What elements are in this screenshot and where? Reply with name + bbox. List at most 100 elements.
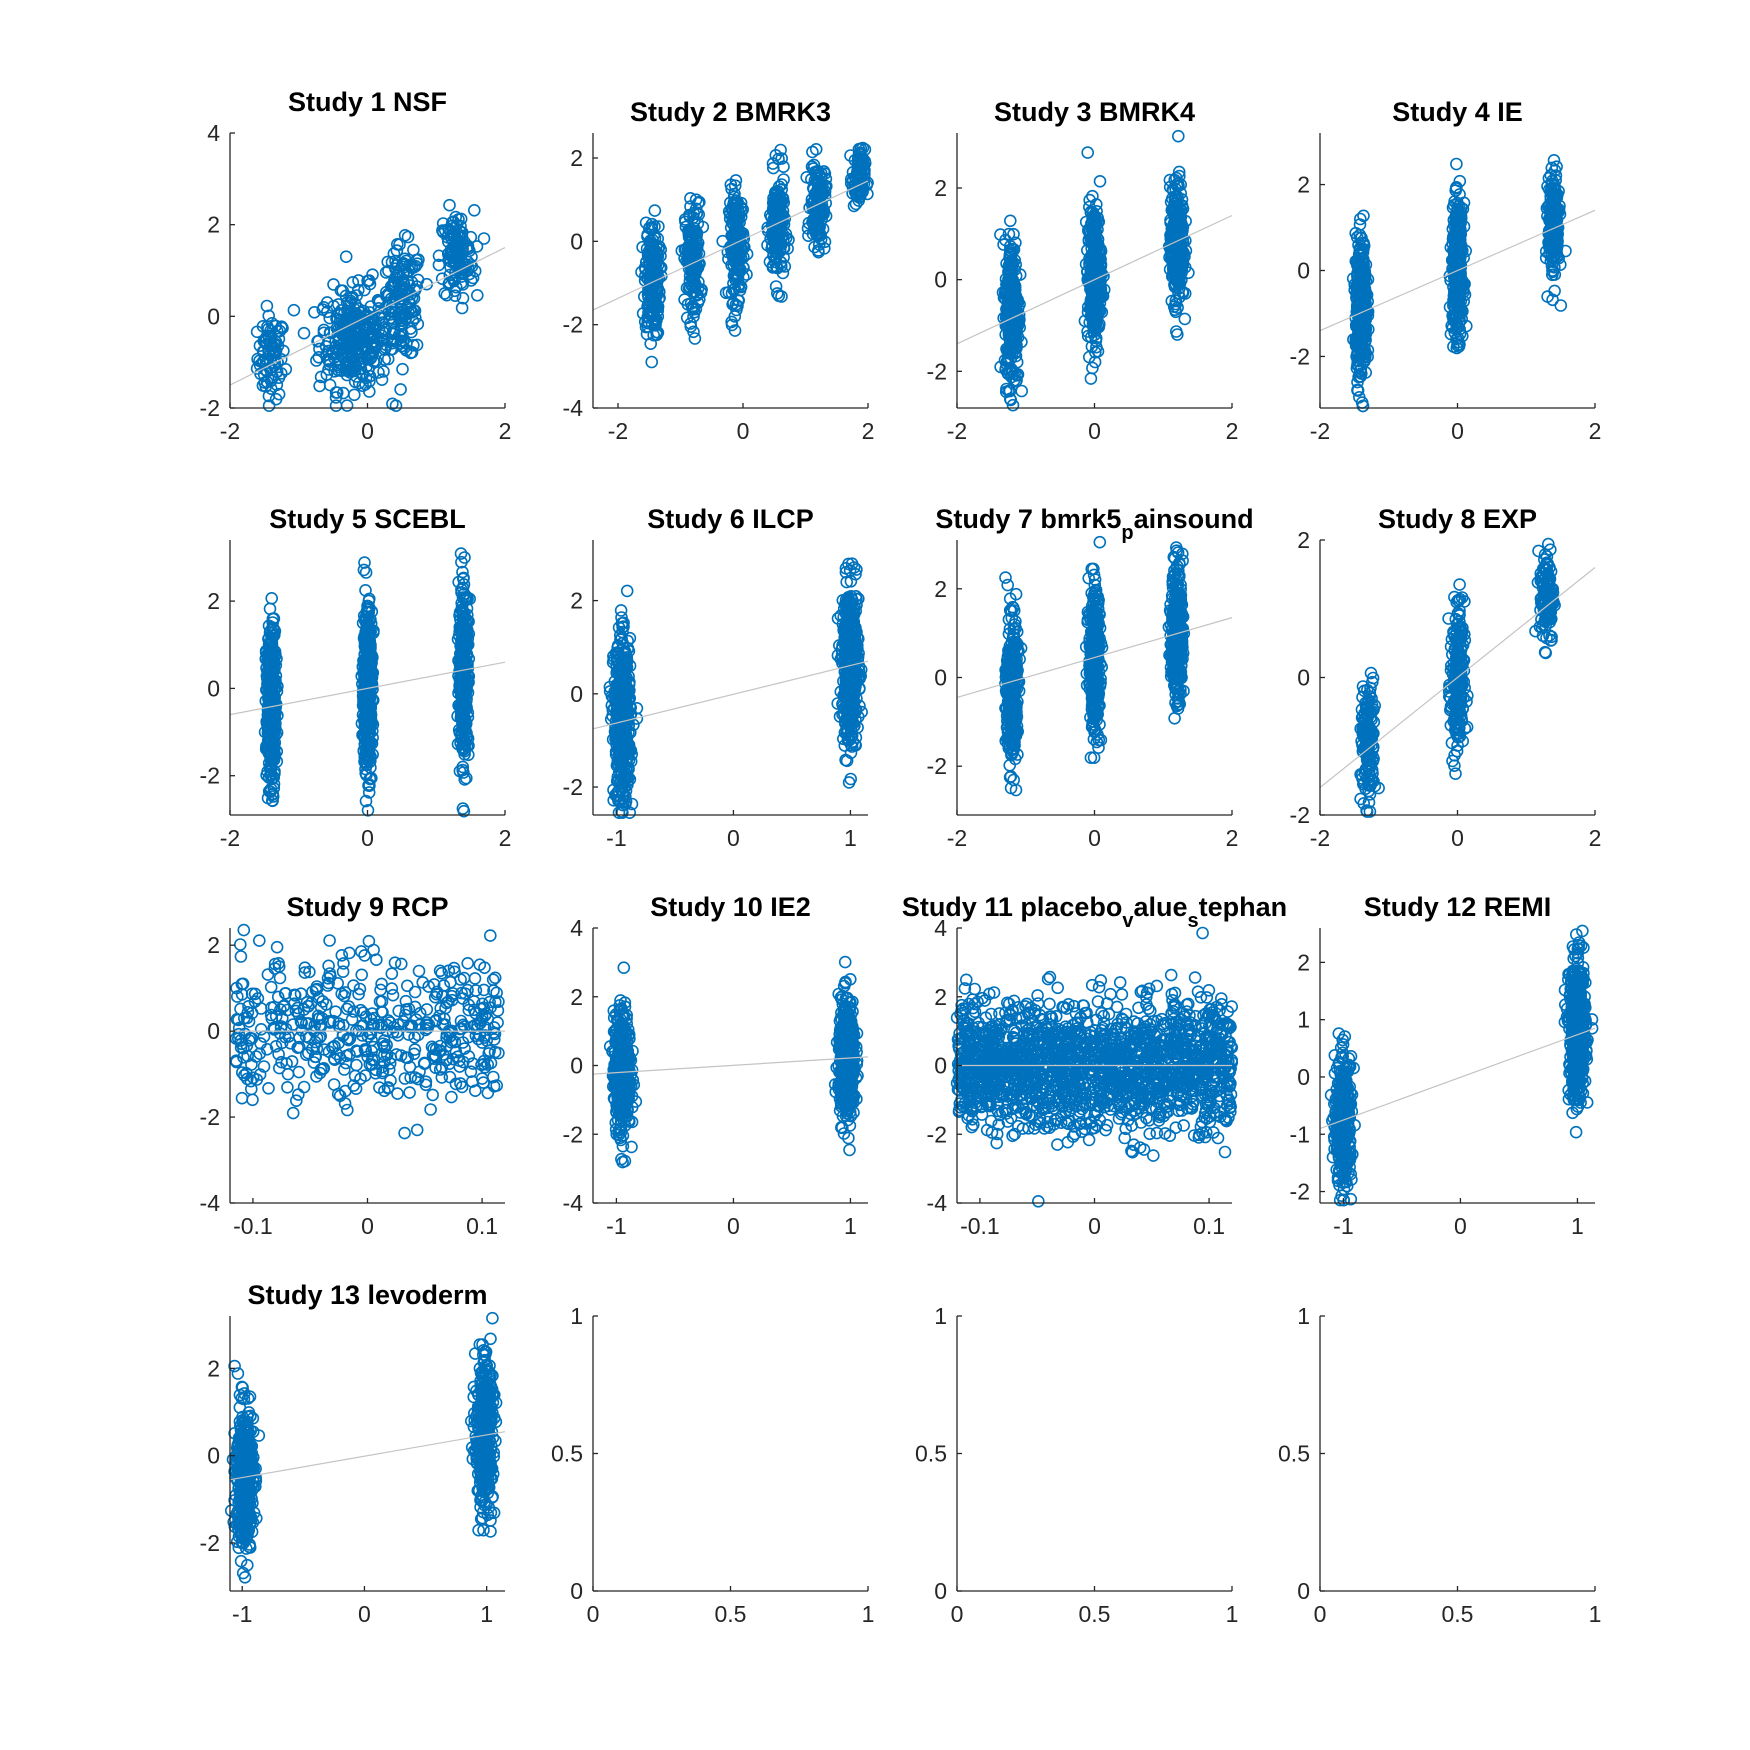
data-point: [809, 143, 823, 156]
y-tick-label: 2: [207, 588, 220, 614]
y-tick-label: 2: [934, 175, 947, 201]
data-point: [1351, 384, 1364, 397]
x-tick-label: 0: [361, 825, 374, 851]
data-point: [257, 354, 270, 368]
data-point: [287, 303, 301, 317]
title-segment: Study 2 BMRK3: [630, 97, 831, 127]
y-tick-label: 2: [570, 145, 583, 171]
data-point: [253, 354, 266, 368]
data-point: [260, 299, 274, 313]
y-tick-label: 0: [207, 303, 220, 329]
data-point: [648, 204, 662, 217]
data-point: [806, 145, 819, 159]
data-point: [470, 288, 484, 302]
subplot-title: Study 5 SCEBL: [269, 504, 466, 534]
data-point: [270, 365, 284, 379]
y-tick-label: 0: [1297, 258, 1310, 284]
data-point: [1003, 214, 1017, 228]
x-tick-label: 2: [499, 418, 512, 444]
scatter-points: [603, 557, 868, 820]
x-tick-label: -2: [608, 418, 628, 444]
data-point: [467, 204, 481, 217]
data-point: [389, 399, 403, 413]
data-point: [407, 243, 420, 257]
data-point: [272, 371, 286, 385]
data-point: [347, 388, 361, 402]
data-point: [250, 325, 264, 339]
x-tick-label: 0: [737, 418, 750, 444]
subplot-title: Study 1 NSF: [288, 87, 447, 117]
scatter-points: [250, 198, 491, 413]
y-tick-label: -2: [200, 395, 220, 421]
data-point: [1547, 154, 1561, 167]
data-point: [314, 370, 328, 384]
data-point: [329, 391, 343, 404]
subplot-title: Study 2 BMRK3: [630, 97, 831, 127]
data-point: [274, 352, 288, 366]
title-segment: Study 5 SCEBL: [269, 504, 466, 534]
scatter-points: [258, 547, 477, 818]
y-tick-label: 0: [570, 228, 583, 254]
data-point: [614, 604, 628, 617]
data-point: [297, 326, 311, 340]
data-point: [620, 584, 634, 598]
x-tick-label: -2: [947, 418, 967, 444]
data-point: [340, 399, 354, 412]
data-point: [1084, 372, 1098, 385]
data-point: [266, 339, 280, 353]
y-tick-label: 0: [934, 267, 947, 293]
data-point: [261, 320, 274, 334]
data-point: [270, 378, 284, 392]
data-point: [396, 362, 409, 376]
subplot-4: -2 0 2 -2 0 2 Study 4 IE: [1290, 97, 1602, 444]
x-tick-label: 2: [1226, 418, 1239, 444]
title-segment: Study 4 IE: [1392, 97, 1523, 127]
data-point: [1081, 146, 1094, 159]
y-tick-label: 4: [207, 120, 220, 146]
title-segment: Study 3 BMRK4: [994, 97, 1195, 127]
y-tick-label: 2: [1297, 172, 1310, 198]
x-tick-label: -2: [220, 825, 240, 851]
x-tick-label: 0: [1088, 418, 1101, 444]
y-tick-label: 0: [207, 675, 220, 701]
subplot-title: Study 4 IE: [1392, 97, 1523, 127]
x-tick-label: -2: [1310, 418, 1330, 444]
data-point: [377, 365, 390, 378]
x-tick-label: -2: [220, 418, 240, 444]
x-tick-label: 2: [1589, 418, 1602, 444]
data-point: [323, 378, 337, 392]
data-point: [262, 389, 276, 403]
data-point: [339, 250, 353, 264]
data-point: [317, 323, 331, 337]
y-tick-label: -4: [563, 395, 584, 421]
scatter-points: [994, 129, 1195, 412]
y-tick-label: -2: [200, 763, 220, 789]
data-point: [327, 278, 340, 291]
data-point: [262, 399, 276, 413]
x-tick-label: 0: [1451, 418, 1464, 444]
data-point: [645, 355, 659, 369]
data-point: [375, 373, 389, 387]
data-point: [1450, 157, 1463, 171]
x-tick-label: 0: [361, 418, 374, 444]
scatter-points: [635, 141, 874, 369]
data-point: [1015, 384, 1029, 398]
data-point: [277, 344, 290, 358]
subplot-title: Study 3 BMRK4: [994, 97, 1195, 127]
data-point: [265, 591, 279, 605]
data-point: [279, 362, 293, 376]
y-tick-label: -2: [1290, 343, 1310, 369]
scatter-points: [1346, 154, 1572, 413]
data-point: [329, 399, 343, 413]
data-point: [269, 392, 283, 406]
y-tick-label: -2: [563, 312, 583, 338]
data-point: [1172, 129, 1185, 143]
data-point: [394, 383, 407, 396]
data-point: [1093, 175, 1107, 188]
